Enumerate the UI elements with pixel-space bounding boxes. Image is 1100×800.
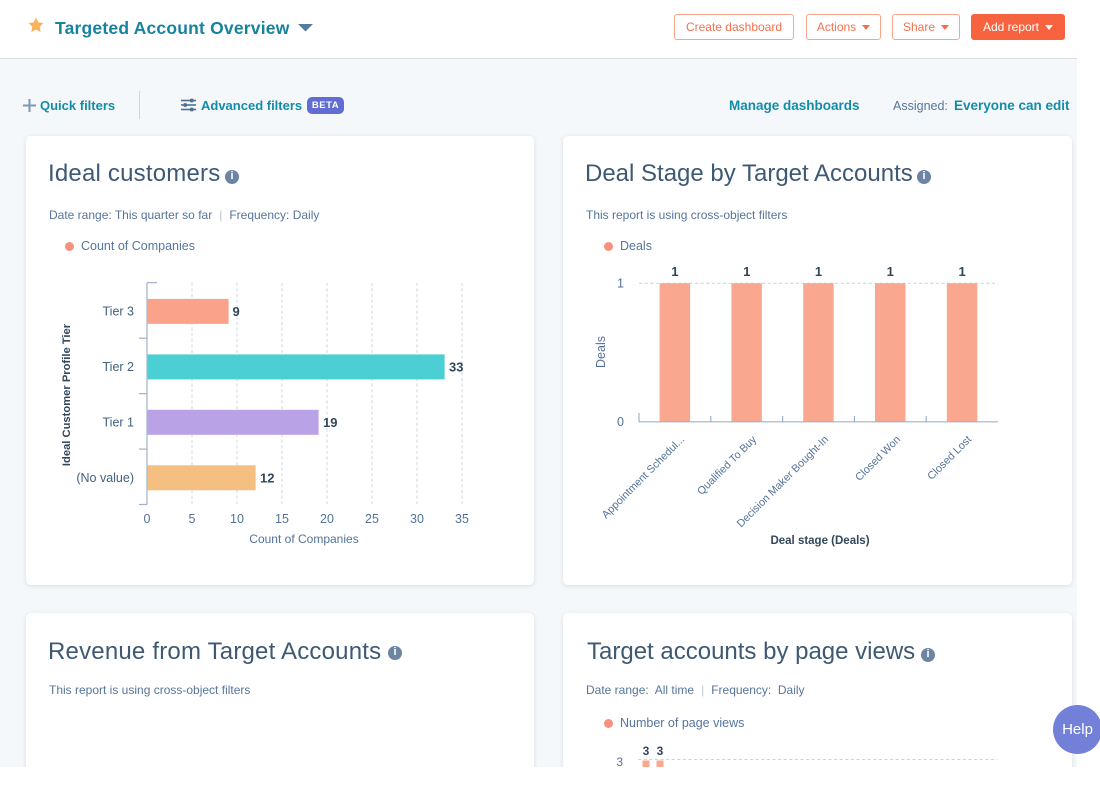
svg-text:10: 10: [230, 512, 244, 526]
svg-text:33: 33: [449, 360, 463, 375]
svg-text:1: 1: [671, 264, 678, 279]
svg-text:(No value): (No value): [76, 471, 134, 485]
svg-text:Tier 2: Tier 2: [103, 360, 135, 374]
svg-text:1: 1: [815, 264, 822, 279]
svg-text:3: 3: [643, 744, 650, 758]
svg-text:Count of Companies: Count of Companies: [249, 532, 358, 546]
svg-text:Closed Lost: Closed Lost: [925, 434, 974, 483]
svg-text:0: 0: [144, 512, 151, 526]
svg-text:1: 1: [743, 264, 750, 279]
svg-text:12: 12: [260, 471, 274, 486]
svg-text:20: 20: [320, 512, 334, 526]
svg-text:Qualified To Buy: Qualified To Buy: [695, 433, 759, 497]
svg-text:30: 30: [410, 512, 424, 526]
svg-text:Tier 3: Tier 3: [103, 305, 135, 319]
svg-text:19: 19: [323, 415, 337, 430]
svg-text:25: 25: [365, 512, 379, 526]
svg-text:1: 1: [887, 264, 894, 279]
svg-text:5: 5: [189, 512, 196, 526]
svg-text:Deals: Deals: [594, 336, 608, 368]
svg-text:9: 9: [233, 304, 240, 319]
svg-text:Deal stage (Deals): Deal stage (Deals): [770, 535, 869, 547]
svg-text:3: 3: [616, 755, 623, 769]
svg-text:3: 3: [657, 744, 664, 758]
svg-text:Appointment Schedul...: Appointment Schedul...: [600, 434, 687, 521]
svg-text:1: 1: [958, 264, 965, 279]
svg-text:0: 0: [617, 415, 624, 429]
svg-text:35: 35: [455, 512, 469, 526]
svg-text:Closed Won: Closed Won: [853, 434, 903, 484]
svg-text:Tier 1: Tier 1: [103, 416, 135, 430]
svg-text:1: 1: [617, 277, 624, 291]
svg-text:Ideal Customer Profile Tier: Ideal Customer Profile Tier: [61, 323, 73, 466]
svg-text:15: 15: [275, 512, 289, 526]
